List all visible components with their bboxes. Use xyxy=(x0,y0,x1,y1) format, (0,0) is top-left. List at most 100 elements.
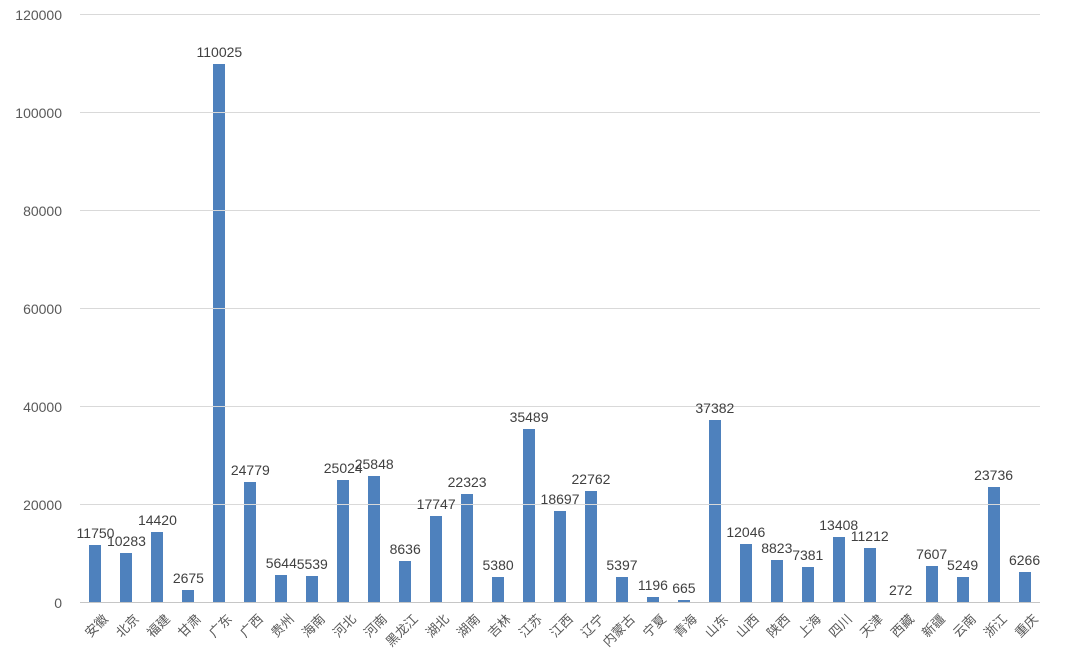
data-label: 24779 xyxy=(230,461,270,478)
bar xyxy=(275,575,288,603)
bar xyxy=(368,476,381,603)
data-label: 14420 xyxy=(137,512,177,529)
y-tick-label: 60000 xyxy=(23,301,62,317)
x-tick-label: 云南 xyxy=(949,611,979,641)
x-tick-label: 福建 xyxy=(144,611,174,641)
x-tick-label: 广东 xyxy=(206,611,236,641)
x-tick-label: 吉林 xyxy=(484,611,514,641)
x-tick-slot: 湖南 xyxy=(452,604,483,664)
x-tick-label: 江西 xyxy=(546,611,576,641)
y-tick-label: 120000 xyxy=(15,7,62,23)
y-tick-label: 0 xyxy=(54,595,62,611)
bar-column: 8636 xyxy=(390,15,421,603)
bar xyxy=(461,493,474,603)
x-tick-slot: 江西 xyxy=(545,604,576,664)
bar-column: 11750 xyxy=(77,15,114,603)
x-tick-label: 四川 xyxy=(825,611,855,641)
bar-column: 8823 xyxy=(761,15,792,603)
data-label: 110025 xyxy=(196,43,243,60)
x-tick-slot: 山西 xyxy=(730,604,762,664)
data-label: 1196 xyxy=(637,577,668,594)
bar-column: 25024 xyxy=(324,15,363,603)
bar-column: 5397 xyxy=(606,15,638,603)
data-label: 22762 xyxy=(571,471,611,488)
x-tick-slot: 上海 xyxy=(792,604,824,664)
y-tick-label: 20000 xyxy=(23,497,62,513)
bar xyxy=(1018,572,1031,603)
x-tick-slot: 黑龙江 xyxy=(383,604,421,664)
bar-column: 18697 xyxy=(541,15,579,603)
bar-column: 24779 xyxy=(231,15,270,603)
x-tick-label: 贵州 xyxy=(268,611,298,641)
data-label: 2675 xyxy=(172,569,204,586)
x-tick-label: 黑龙江 xyxy=(382,611,422,650)
bar-column: 5644 xyxy=(266,15,297,603)
bar xyxy=(89,545,102,603)
bar xyxy=(244,481,257,603)
data-label: 7381 xyxy=(792,546,824,563)
bar-column: 11212 xyxy=(851,15,889,603)
data-label: 665 xyxy=(672,579,696,596)
bar xyxy=(925,565,938,603)
bar-column: 7381 xyxy=(792,15,823,603)
bar-column: 35489 xyxy=(510,15,549,603)
bar xyxy=(120,552,133,603)
x-tick-slot: 内蒙古 xyxy=(600,604,638,664)
x-tick-slot: 海南 xyxy=(297,604,328,664)
x-tick-slot: 甘肃 xyxy=(173,604,204,664)
data-label: 10283 xyxy=(106,532,146,549)
bar-column: 25848 xyxy=(355,15,394,603)
x-tick-slot: 河南 xyxy=(359,604,390,664)
bar-column: 22323 xyxy=(448,15,487,603)
bar xyxy=(770,559,783,603)
x-tick-label: 甘肃 xyxy=(175,611,205,641)
bar-column: 1196 xyxy=(637,15,668,603)
bar xyxy=(708,419,721,603)
bar xyxy=(987,486,1000,603)
bar-column: 6266 xyxy=(1009,15,1040,603)
x-tick-label: 北京 xyxy=(113,611,143,641)
bar xyxy=(430,516,443,603)
x-tick-label: 湖南 xyxy=(454,611,484,641)
bar-column: 2675 xyxy=(173,15,204,603)
data-label: 12046 xyxy=(726,523,766,540)
x-tick-label: 湖北 xyxy=(423,611,453,641)
bar-column: 665 xyxy=(668,15,699,603)
y-tick-label: 80000 xyxy=(23,203,62,219)
data-label: 8636 xyxy=(389,540,421,557)
x-axis-line xyxy=(80,602,1040,603)
bar-column: 272 xyxy=(885,15,916,603)
gridline xyxy=(80,406,1040,407)
data-label: 18697 xyxy=(540,491,580,508)
gridline xyxy=(80,14,1040,15)
data-label: 25848 xyxy=(354,456,394,473)
x-tick-slot: 北京 xyxy=(111,604,142,664)
bar xyxy=(956,577,969,603)
bar xyxy=(492,576,505,603)
x-tick-label: 浙江 xyxy=(980,611,1010,641)
data-label: 5380 xyxy=(482,556,514,573)
plot-area: 11750 10283 14420 2675 110025 24779 5644 5539 25… xyxy=(77,14,1040,603)
bar-column: 17747 xyxy=(417,15,456,603)
data-label: 7607 xyxy=(916,545,948,562)
bar xyxy=(151,532,164,603)
gridline xyxy=(80,308,1040,309)
x-axis-labels: 安徽 北京 福建 甘肃 广东 广西 贵州 海南 河北 河南 黑龙江 湖北 湖南 吉林 江苏 江西 辽宁 内蒙古 宁夏… xyxy=(80,604,1040,664)
x-tick-slot: 宁夏 xyxy=(637,604,669,664)
gridline xyxy=(80,210,1040,211)
bar xyxy=(213,63,226,603)
x-tick-slot: 陕西 xyxy=(761,604,793,664)
x-tick-slot: 新疆 xyxy=(916,604,948,664)
x-tick-slot: 重庆 xyxy=(1009,604,1040,664)
x-tick-slot: 吉林 xyxy=(483,604,514,664)
x-tick-slot: 云南 xyxy=(947,604,979,664)
x-tick-label: 重庆 xyxy=(1011,611,1041,641)
data-label: 17747 xyxy=(416,496,456,513)
data-label: 5249 xyxy=(947,557,979,574)
x-tick-slot: 浙江 xyxy=(978,604,1009,664)
x-tick-slot: 青海 xyxy=(668,604,700,664)
x-tick-slot: 安徽 xyxy=(80,604,111,664)
bar-column: 110025 xyxy=(197,15,242,603)
y-axis: 0 20000 40000 60000 80000 100000 120000 xyxy=(0,8,72,610)
bar-column: 5249 xyxy=(947,15,978,603)
